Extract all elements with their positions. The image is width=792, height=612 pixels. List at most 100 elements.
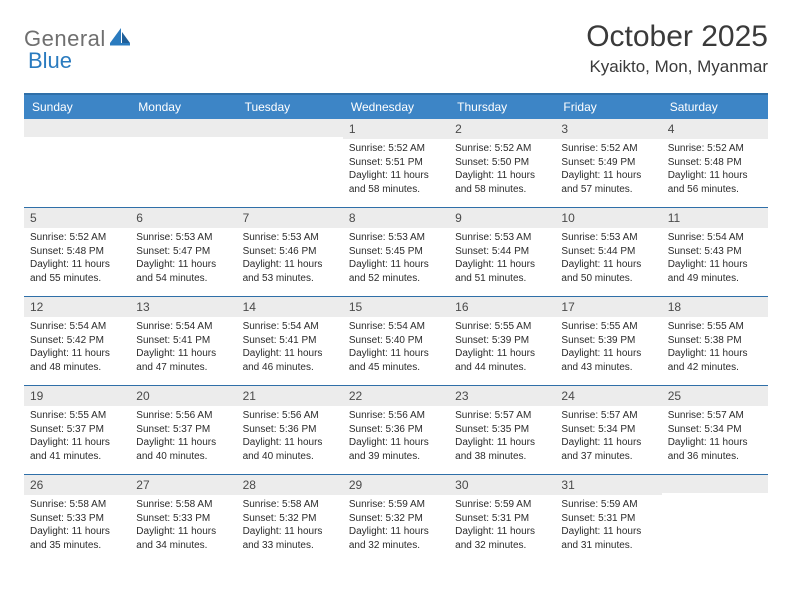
daylight-line: Daylight: 11 hours and 45 minutes. <box>349 348 429 373</box>
day-body: Sunrise: 5:53 AMSunset: 5:46 PMDaylight:… <box>237 228 343 289</box>
daylight-line: Daylight: 11 hours and 58 minutes. <box>349 170 429 195</box>
sunrise-line: Sunrise: 5:54 AM <box>243 321 319 332</box>
day-body: Sunrise: 5:54 AMSunset: 5:41 PMDaylight:… <box>237 317 343 378</box>
day-body: Sunrise: 5:52 AMSunset: 5:49 PMDaylight:… <box>555 139 661 200</box>
location-text: Kyaikto, Mon, Myanmar <box>586 57 768 77</box>
day-cell: 30Sunrise: 5:59 AMSunset: 5:31 PMDayligh… <box>449 475 555 563</box>
sunset-line: Sunset: 5:44 PM <box>561 246 635 257</box>
dow-header-sunday: Sunday <box>24 95 130 119</box>
daylight-line: Daylight: 11 hours and 35 minutes. <box>30 526 110 551</box>
sunset-line: Sunset: 5:36 PM <box>243 424 317 435</box>
day-cell: 5Sunrise: 5:52 AMSunset: 5:48 PMDaylight… <box>24 208 130 296</box>
sunset-line: Sunset: 5:31 PM <box>455 513 529 524</box>
week-row: 1Sunrise: 5:52 AMSunset: 5:51 PMDaylight… <box>24 119 768 207</box>
day-number: 30 <box>449 475 555 495</box>
day-body: Sunrise: 5:57 AMSunset: 5:34 PMDaylight:… <box>662 406 768 467</box>
daylight-line: Daylight: 11 hours and 43 minutes. <box>561 348 641 373</box>
day-number: 3 <box>555 119 661 139</box>
day-body: Sunrise: 5:59 AMSunset: 5:31 PMDaylight:… <box>449 495 555 556</box>
sunset-line: Sunset: 5:35 PM <box>455 424 529 435</box>
day-cell: 1Sunrise: 5:52 AMSunset: 5:51 PMDaylight… <box>343 119 449 207</box>
sunset-line: Sunset: 5:34 PM <box>561 424 635 435</box>
daylight-line: Daylight: 11 hours and 37 minutes. <box>561 437 641 462</box>
logo-word-2: Blue <box>28 48 72 74</box>
day-number: 28 <box>237 475 343 495</box>
day-body: Sunrise: 5:52 AMSunset: 5:50 PMDaylight:… <box>449 139 555 200</box>
sunrise-line: Sunrise: 5:57 AM <box>455 410 531 421</box>
day-body: Sunrise: 5:56 AMSunset: 5:36 PMDaylight:… <box>237 406 343 467</box>
daylight-line: Daylight: 11 hours and 46 minutes. <box>243 348 323 373</box>
daylight-line: Daylight: 11 hours and 50 minutes. <box>561 259 641 284</box>
daylight-line: Daylight: 11 hours and 48 minutes. <box>30 348 110 373</box>
daylight-line: Daylight: 11 hours and 44 minutes. <box>455 348 535 373</box>
sunset-line: Sunset: 5:50 PM <box>455 157 529 168</box>
day-cell: 17Sunrise: 5:55 AMSunset: 5:39 PMDayligh… <box>555 297 661 385</box>
month-title: October 2025 <box>586 20 768 53</box>
day-body: Sunrise: 5:59 AMSunset: 5:32 PMDaylight:… <box>343 495 449 556</box>
sunrise-line: Sunrise: 5:55 AM <box>30 410 106 421</box>
daylight-line: Daylight: 11 hours and 32 minutes. <box>455 526 535 551</box>
day-body: Sunrise: 5:58 AM Sunset: 5:33 PM Daylight:… <box>130 495 236 556</box>
daylight-line: Daylight: 11 hours and 39 minutes. <box>349 437 429 462</box>
dow-header-monday: Monday <box>130 95 236 119</box>
sunrise-line: Sunrise: 5:55 AM <box>561 321 637 332</box>
page-header: General October 2025 Kyaikto, Mon, Myanm… <box>24 20 768 77</box>
dow-header-friday: Friday <box>555 95 661 119</box>
sunrise-line: Sunrise: 5:59 AM <box>349 499 425 510</box>
day-cell: 19Sunrise: 5:55 AMSunset: 5:37 PMDayligh… <box>24 386 130 474</box>
day-number <box>130 119 236 137</box>
sunset-line: Sunset: 5:33 PM <box>30 513 104 524</box>
day-body: Sunrise: 5:52 AMSunset: 5:51 PMDaylight:… <box>343 139 449 200</box>
sunrise-line: Sunrise: 5:52 AM <box>30 232 106 243</box>
sunset-line: Sunset: 5:40 PM <box>349 335 423 346</box>
day-cell: 27 Sunrise: 5:58 AM Sunset: 5:33 PM Dayligh… <box>130 475 236 563</box>
day-number: 15 <box>343 297 449 317</box>
daylight-line: Daylight: 11 hours and 41 minutes. <box>30 437 110 462</box>
calendar-grid: SundayMondayTuesdayWednesdayThursdayFrid… <box>24 93 768 563</box>
day-cell: 13Sunrise: 5:54 AMSunset: 5:41 PMDayligh… <box>130 297 236 385</box>
sunrise-line: Sunrise: 5:57 AM <box>561 410 637 421</box>
week-row: 26Sunrise: 5:58 AMSunset: 5:33 PMDayligh… <box>24 474 768 563</box>
day-body: Sunrise: 5:53 AMSunset: 5:47 PMDaylight:… <box>130 228 236 289</box>
sunrise-line: Sunrise: 5:58 AM <box>136 499 212 510</box>
day-cell: 28Sunrise: 5:58 AMSunset: 5:32 PMDayligh… <box>237 475 343 563</box>
sunset-line: Sunset: 5:37 PM <box>136 424 210 435</box>
day-cell: 3Sunrise: 5:52 AMSunset: 5:49 PMDaylight… <box>555 119 661 207</box>
day-number: 12 <box>24 297 130 317</box>
sunrise-line: Sunrise: 5:56 AM <box>243 410 319 421</box>
sunrise-line: Sunrise: 5:53 AM <box>561 232 637 243</box>
sunrise-line: Sunrise: 5:54 AM <box>30 321 106 332</box>
day-number: 11 <box>662 208 768 228</box>
sunrise-line: Sunrise: 5:59 AM <box>561 499 637 510</box>
sunrise-line: Sunrise: 5:55 AM <box>668 321 744 332</box>
dow-header-row: SundayMondayTuesdayWednesdayThursdayFrid… <box>24 95 768 119</box>
dow-header-saturday: Saturday <box>662 95 768 119</box>
blank-cell <box>130 119 236 207</box>
sunset-line: Sunset: 5:36 PM <box>349 424 423 435</box>
dow-header-thursday: Thursday <box>449 95 555 119</box>
day-body: Sunrise: 5:55 AMSunset: 5:38 PMDaylight:… <box>662 317 768 378</box>
day-cell: 4Sunrise: 5:52 AMSunset: 5:48 PMDaylight… <box>662 119 768 207</box>
day-body: Sunrise: 5:57 AMSunset: 5:35 PMDaylight:… <box>449 406 555 467</box>
sunset-line: Sunset: 5:44 PM <box>455 246 529 257</box>
day-number: 10 <box>555 208 661 228</box>
day-body: Sunrise: 5:53 AM Sunset: 5:44 PM Daylight:… <box>555 228 661 289</box>
day-number: 9 <box>449 208 555 228</box>
sunrise-line: Sunrise: 5:53 AM <box>136 232 212 243</box>
sunrise-line: Sunrise: 5:52 AM <box>455 143 531 154</box>
sunset-line: Sunset: 5:32 PM <box>243 513 317 524</box>
sunset-line: Sunset: 5:41 PM <box>136 335 210 346</box>
day-cell: 20Sunrise: 5:56 AMSunset: 5:37 PMDayligh… <box>130 386 236 474</box>
sunset-line: Sunset: 5:33 PM <box>136 513 210 524</box>
sunrise-line: Sunrise: 5:53 AM <box>349 232 425 243</box>
day-cell: 7Sunrise: 5:53 AMSunset: 5:46 PMDaylight… <box>237 208 343 296</box>
day-number: 27 <box>130 475 236 495</box>
day-number: 7 <box>237 208 343 228</box>
sunset-line: Sunset: 5:43 PM <box>668 246 742 257</box>
daylight-line: Daylight: 11 hours and 42 minutes. <box>668 348 748 373</box>
daylight-line: Daylight: 11 hours and 34 minutes. <box>136 526 216 551</box>
title-block: October 2025 Kyaikto, Mon, Myanmar <box>586 20 768 77</box>
day-number: 4 <box>662 119 768 139</box>
sunrise-line: Sunrise: 5:55 AM <box>455 321 531 332</box>
daylight-line: Daylight: 11 hours and 56 minutes. <box>668 170 748 195</box>
